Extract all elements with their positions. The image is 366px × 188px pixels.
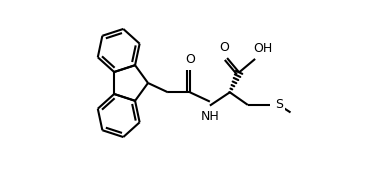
Text: O: O <box>185 53 195 66</box>
Text: OH: OH <box>254 42 273 55</box>
Text: O: O <box>219 41 229 54</box>
Text: NH: NH <box>201 110 219 123</box>
Text: S: S <box>275 98 283 111</box>
